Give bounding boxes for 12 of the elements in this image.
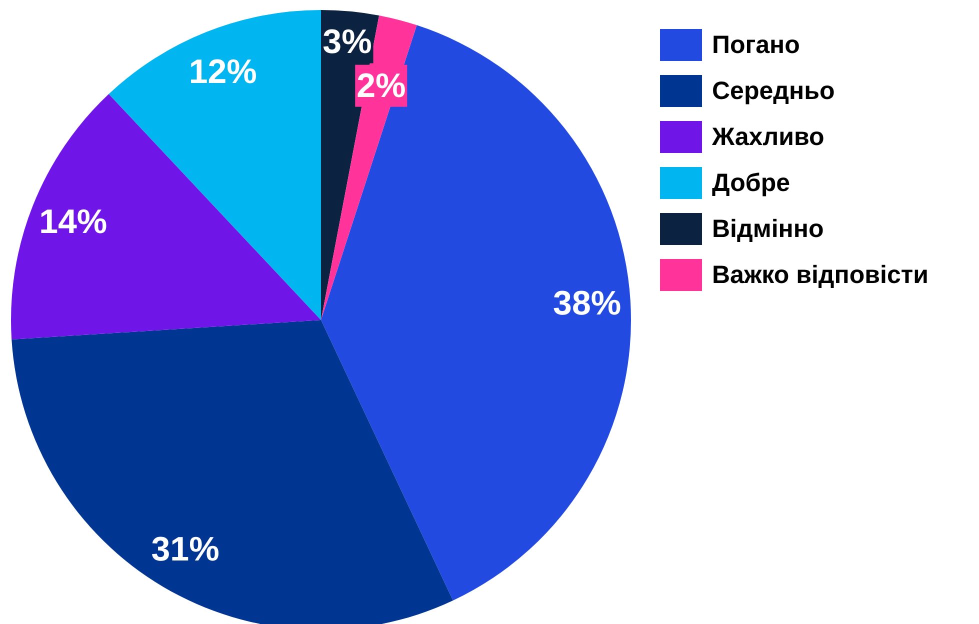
data-label: 31% bbox=[151, 530, 220, 568]
legend-label: Жахливо bbox=[712, 122, 824, 152]
legend-label: Важко відповісти bbox=[712, 260, 928, 290]
data-label: 2% bbox=[356, 66, 406, 105]
legend-label: Відмінно bbox=[712, 214, 824, 244]
data-label: 3% bbox=[322, 23, 372, 62]
data-label: 14% bbox=[39, 202, 108, 241]
legend-label: Середньо bbox=[712, 76, 835, 106]
data-label: 38% bbox=[553, 284, 622, 322]
legend-label: Погано bbox=[712, 30, 800, 60]
data-label: 12% bbox=[188, 53, 257, 92]
legend-label: Добре bbox=[712, 168, 790, 198]
